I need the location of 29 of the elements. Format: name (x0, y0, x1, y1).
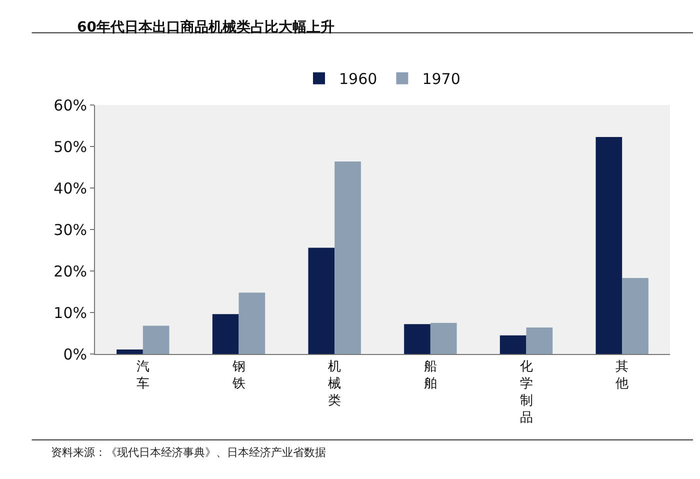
bar (526, 327, 553, 354)
x-tick-label: 汽车 (136, 360, 150, 392)
legend-label: 1960 (339, 70, 378, 88)
legend-label: 1970 (422, 70, 460, 88)
x-tick-label: 其他 (616, 360, 629, 392)
bar (334, 161, 361, 354)
y-tick-label: 0% (63, 345, 87, 364)
bar (142, 326, 170, 354)
y-tick-label: 60% (54, 96, 87, 114)
bar (308, 248, 335, 354)
bar (116, 349, 143, 354)
bar (430, 322, 457, 354)
bar (404, 324, 430, 354)
y-tick-label: 50% (54, 138, 87, 156)
text: 资料来源：《现代日本经济事典》、日本经济产业省数据 (51, 446, 326, 459)
y-tick-label: 30% (54, 220, 87, 239)
x-tick-label: 机械类 (328, 360, 342, 408)
x-tick-label: 化学制品 (520, 360, 533, 426)
x-tick-label: 钢铁 (231, 360, 246, 392)
y-tick-label: 40% (54, 179, 87, 198)
bar (596, 136, 622, 354)
x-tick-label: 船舶 (424, 360, 437, 392)
chart-title: 60年代日本出口商品机械类占比大幅上升 (77, 18, 334, 36)
bar (500, 335, 526, 354)
bar (212, 314, 239, 354)
y-tick-label: 10% (54, 304, 87, 322)
bar (238, 292, 266, 354)
bar (622, 278, 648, 354)
y-tick-label: 20% (54, 262, 87, 280)
